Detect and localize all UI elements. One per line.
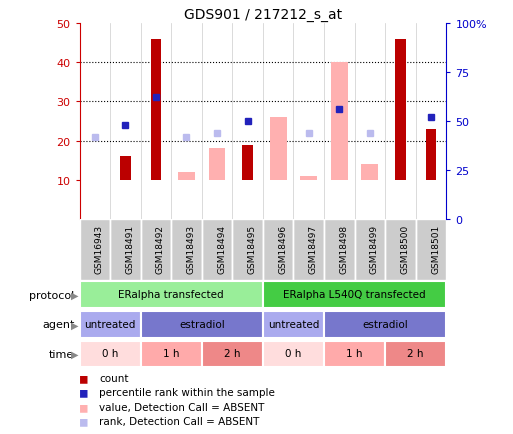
Bar	[263, 282, 446, 309]
Text: 0 h: 0 h	[285, 349, 302, 358]
Text: GSM18494: GSM18494	[217, 224, 226, 273]
Text: 2 h: 2 h	[224, 349, 241, 358]
Bar	[324, 341, 385, 368]
Bar	[324, 311, 446, 338]
Text: GSM18498: GSM18498	[339, 224, 348, 273]
Text: untreated: untreated	[268, 319, 319, 329]
Bar	[141, 220, 171, 280]
Bar	[324, 220, 354, 280]
Bar	[80, 311, 141, 338]
Text: percentile rank within the sample: percentile rank within the sample	[99, 388, 275, 397]
Bar	[270, 118, 287, 181]
Text: 2 h: 2 h	[407, 349, 424, 358]
Text: value, Detection Call = ABSENT: value, Detection Call = ABSENT	[99, 402, 264, 411]
Text: ERalpha L540Q transfected: ERalpha L540Q transfected	[283, 289, 426, 299]
Bar	[80, 341, 141, 368]
Text: GSM18495: GSM18495	[248, 224, 256, 273]
Text: 1 h: 1 h	[163, 349, 180, 358]
Text: GSM18496: GSM18496	[278, 224, 287, 273]
Bar	[202, 341, 263, 368]
Text: estradiol: estradiol	[362, 319, 408, 329]
Text: ▶: ▶	[71, 290, 78, 300]
Text: agent: agent	[42, 320, 74, 329]
Bar	[362, 165, 378, 181]
Text: count: count	[99, 373, 129, 383]
Title: GDS901 / 217212_s_at: GDS901 / 217212_s_at	[184, 7, 342, 21]
Text: ▶: ▶	[71, 320, 78, 329]
Bar	[426, 130, 437, 181]
Text: rank, Detection Call = ABSENT: rank, Detection Call = ABSENT	[99, 416, 260, 426]
Text: time: time	[49, 349, 74, 359]
Text: ERalpha transfected: ERalpha transfected	[119, 289, 224, 299]
Bar	[263, 220, 293, 280]
Bar	[293, 220, 324, 280]
Bar	[354, 220, 385, 280]
Text: GSM18500: GSM18500	[401, 224, 409, 273]
Bar	[151, 39, 161, 181]
Bar	[331, 63, 348, 181]
Bar	[395, 39, 406, 181]
Text: estradiol: estradiol	[179, 319, 225, 329]
Text: ■: ■	[80, 386, 87, 399]
Bar	[209, 149, 226, 181]
Bar	[232, 220, 263, 280]
Text: GSM16943: GSM16943	[95, 224, 104, 273]
Bar	[202, 220, 232, 280]
Bar	[416, 220, 446, 280]
Bar	[80, 282, 263, 309]
Bar	[110, 220, 141, 280]
Text: protocol: protocol	[29, 290, 74, 300]
Text: ▶: ▶	[71, 349, 78, 359]
Bar	[178, 173, 195, 181]
Bar	[385, 341, 446, 368]
Text: ■: ■	[80, 414, 87, 427]
Text: ■: ■	[80, 400, 87, 413]
Text: GSM18501: GSM18501	[431, 224, 440, 273]
Text: ■: ■	[80, 372, 87, 385]
Bar	[242, 145, 253, 181]
Bar	[120, 157, 131, 181]
Text: untreated: untreated	[85, 319, 136, 329]
Bar	[263, 341, 324, 368]
Bar	[385, 220, 416, 280]
Bar	[141, 311, 263, 338]
Bar	[171, 220, 202, 280]
Bar	[263, 311, 324, 338]
Bar	[141, 341, 202, 368]
Text: GSM18492: GSM18492	[156, 224, 165, 273]
Text: GSM18499: GSM18499	[370, 224, 379, 273]
Bar	[80, 220, 110, 280]
Text: 1 h: 1 h	[346, 349, 363, 358]
Text: GSM18493: GSM18493	[187, 224, 195, 273]
Bar	[300, 177, 317, 181]
Text: GSM18491: GSM18491	[125, 224, 134, 273]
Text: 0 h: 0 h	[102, 349, 119, 358]
Text: GSM18497: GSM18497	[309, 224, 318, 273]
